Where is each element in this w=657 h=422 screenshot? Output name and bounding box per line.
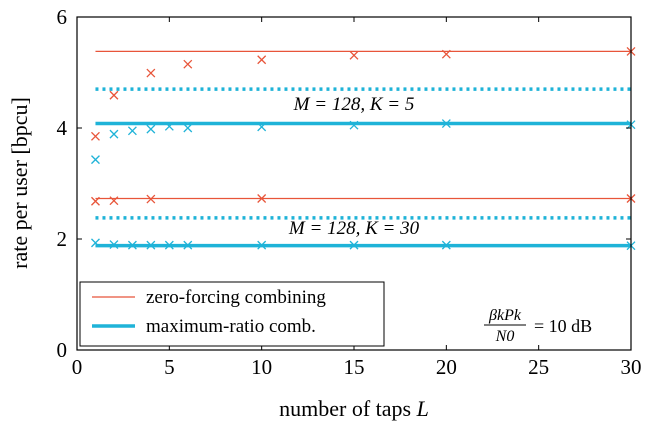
x-tick-label: 0 — [72, 355, 83, 379]
y-tick-label: 6 — [57, 5, 68, 29]
x-tick-label: 10 — [251, 355, 272, 379]
y-tick-label: 0 — [57, 338, 68, 362]
annotation-k30: M = 128, K = 30 — [288, 218, 420, 239]
y-tick-label: 2 — [57, 227, 68, 251]
snr-denominator: N0 — [495, 328, 515, 345]
snr-numerator: βkPk — [488, 307, 522, 324]
y-axis-title: rate per user [bpcu] — [7, 97, 32, 269]
data-point-zf — [147, 69, 155, 77]
data-point-mr — [110, 130, 118, 138]
data-point-mr — [91, 156, 99, 164]
x-axis-title: number of taps L — [279, 396, 429, 421]
x-tick-label: 20 — [436, 355, 457, 379]
data-point-mr — [128, 127, 136, 135]
data-point-zf — [110, 91, 118, 99]
annotation-k5: M = 128, K = 5 — [293, 94, 415, 115]
data-point-zf — [91, 132, 99, 140]
snr-formula: βkPk N0 = 10 dB — [484, 307, 592, 345]
data-point-mr — [147, 125, 155, 133]
legend-mr-label: maximum-ratio comb. — [146, 316, 316, 337]
legend-zf-label: zero-forcing combining — [146, 287, 326, 308]
x-tick-label: 5 — [164, 355, 175, 379]
data-point-zf — [350, 51, 358, 59]
y-tick-label: 4 — [57, 116, 68, 140]
legend: zero-forcing combining maximum-ratio com… — [80, 282, 384, 346]
data-point-zf — [184, 60, 192, 68]
x-tick-label: 25 — [528, 355, 549, 379]
data-point-zf — [258, 56, 266, 64]
snr-value: = 10 dB — [534, 316, 592, 336]
x-tick-label: 15 — [344, 355, 365, 379]
x-tick-label: 30 — [621, 355, 642, 379]
